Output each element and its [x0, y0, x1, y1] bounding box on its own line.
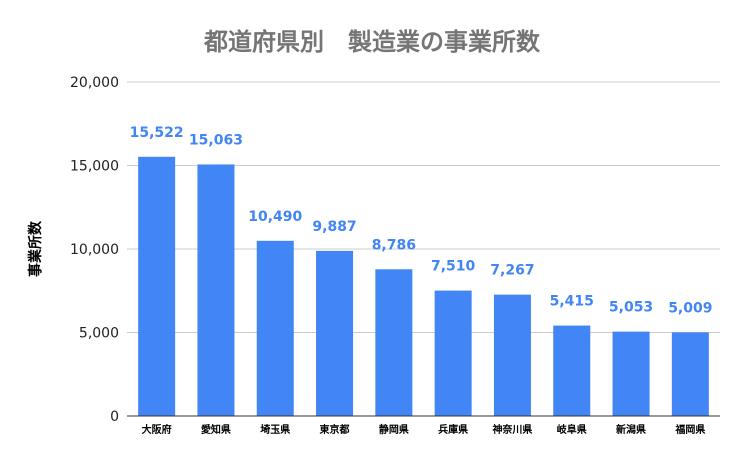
data-label: 5,053	[609, 300, 653, 316]
y-tick-label: 10,000	[70, 242, 119, 258]
x-tick-label: 愛知県	[201, 423, 231, 436]
data-label: 9,887	[312, 219, 356, 235]
x-tick-label: 新潟県	[616, 423, 646, 436]
bar	[197, 164, 235, 416]
y-tick-label: 5,000	[79, 326, 119, 342]
data-label: 7,267	[490, 263, 534, 279]
x-tick-label: 静岡県	[379, 423, 409, 436]
data-label: 10,490	[248, 209, 302, 225]
y-tick-label: 15,000	[70, 159, 119, 175]
x-tick-label: 大阪府	[142, 423, 172, 436]
bar	[434, 290, 472, 416]
bar	[553, 325, 591, 416]
x-tick-label: 神奈川県	[492, 423, 532, 436]
chart-title: 都道府県別 製造業の事業所数	[203, 28, 541, 56]
bar	[612, 331, 650, 416]
bar	[493, 294, 531, 416]
bar	[256, 240, 294, 416]
bar	[375, 269, 413, 416]
data-label: 15,063	[189, 132, 243, 148]
bar	[671, 332, 709, 416]
data-label: 5,415	[550, 294, 594, 310]
x-tick-label: 福岡県	[674, 423, 705, 436]
x-tick-label: 東京都	[320, 423, 350, 436]
y-axis-label: 事業所数	[27, 220, 44, 277]
data-label: 15,522	[130, 125, 184, 141]
data-label: 7,510	[431, 259, 476, 275]
x-tick-label: 岐阜県	[557, 423, 587, 436]
data-label: 8,786	[372, 237, 416, 253]
x-tick-label: 埼玉県	[260, 423, 290, 436]
bar	[316, 250, 354, 416]
data-label: 5,009	[668, 300, 712, 316]
x-tick-label: 兵庫県	[438, 423, 468, 436]
y-tick-label: 0	[110, 409, 119, 425]
y-tick-label: 20,000	[70, 75, 119, 91]
bar	[138, 156, 176, 416]
